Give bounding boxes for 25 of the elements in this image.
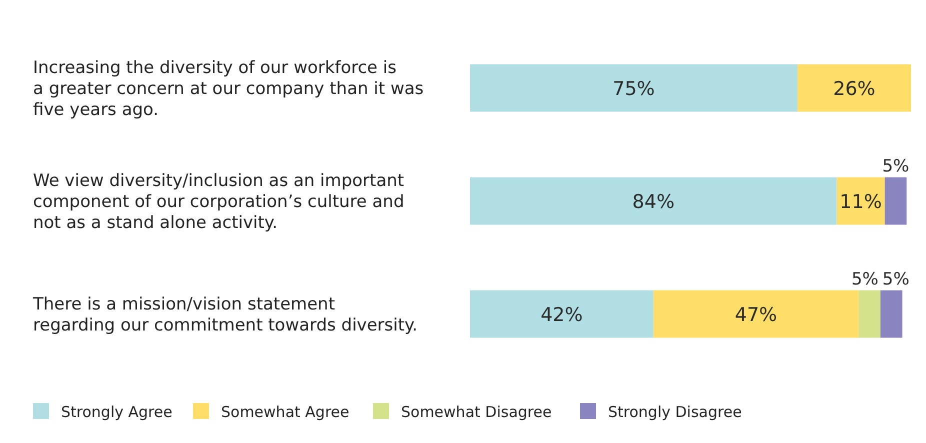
bar (470, 64, 798, 112)
data-label: 26% (833, 78, 876, 100)
legend-label: Somewhat Disagree (401, 403, 552, 421)
bar (880, 290, 902, 338)
bar (884, 177, 907, 225)
data-label: 75% (612, 78, 655, 100)
data-label: 5% (882, 269, 910, 290)
data-label: 47% (734, 304, 778, 326)
data-label: 84% (632, 191, 675, 213)
y-tick-label: There is a mission/vision statement regarding our commitment towards diversity. (32, 294, 418, 336)
bar (470, 290, 654, 338)
legend-label: Strongly Disagree (608, 403, 742, 421)
bar (836, 177, 885, 225)
data-label: 11% (840, 191, 882, 213)
data-label: 5% (851, 269, 878, 290)
bar (470, 177, 837, 225)
data-label: 42% (540, 304, 583, 326)
y-tick-label: We view diversity/inclusion as an important component of our corporation’s culture and not as a stand alone activity. (33, 171, 404, 233)
legend-label: Somewhat Agree (221, 403, 350, 421)
data-label: 5% (882, 156, 910, 176)
bar (797, 64, 911, 112)
bar (858, 290, 880, 338)
y-tick-label: Increasing the diversity of our workforce is a greater concern at our company than it was five years ago. (33, 58, 424, 120)
legend-label: Strongly Agree (61, 403, 172, 421)
bar (653, 290, 859, 338)
